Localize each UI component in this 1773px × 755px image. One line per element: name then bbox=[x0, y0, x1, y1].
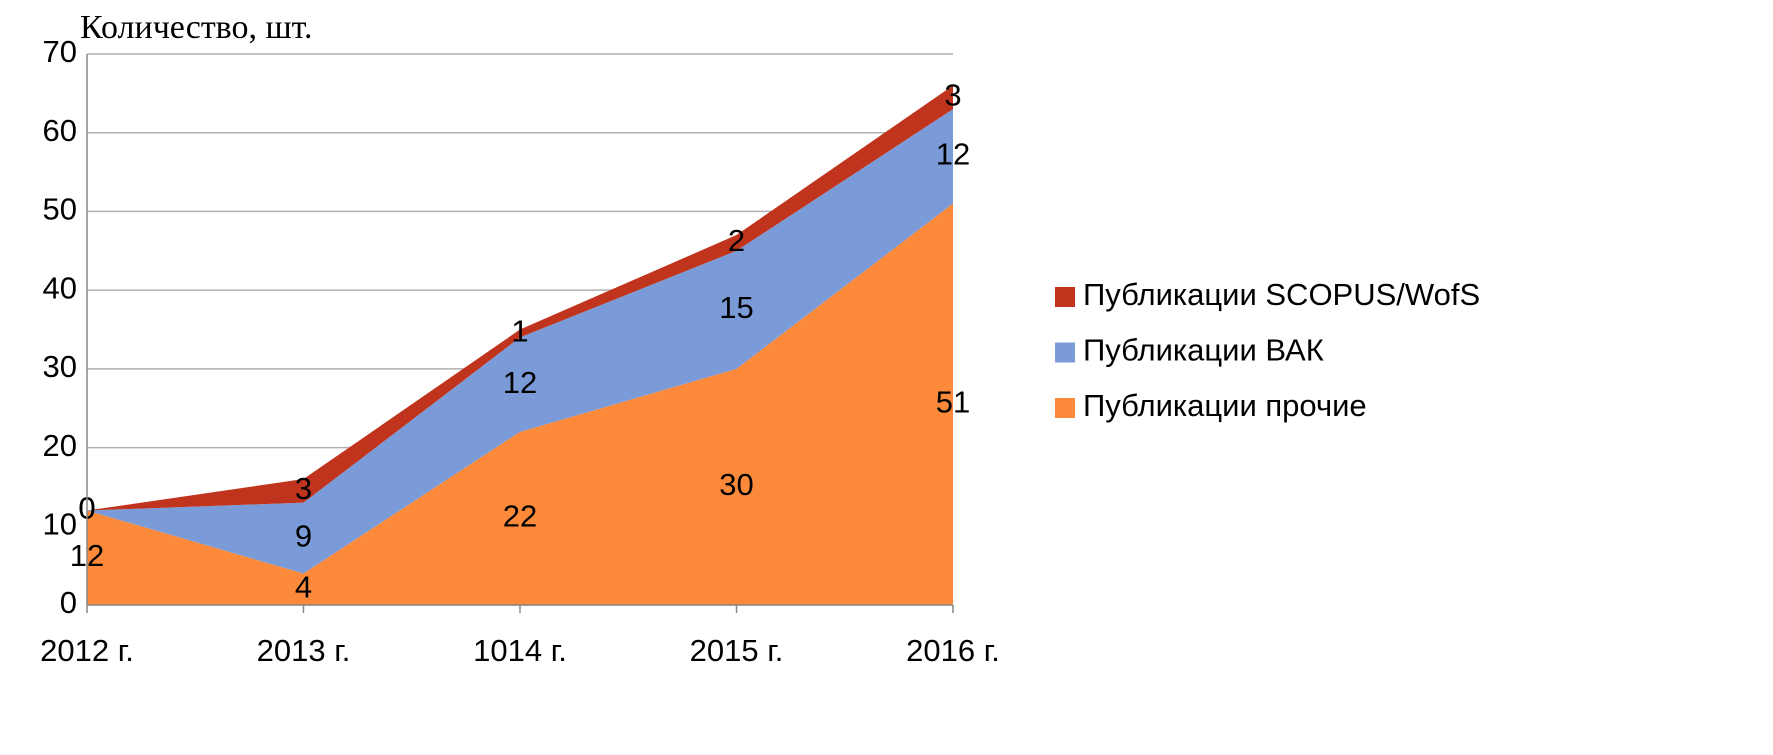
data-label: 15 bbox=[719, 290, 753, 325]
data-label: 12 bbox=[936, 137, 970, 172]
x-tick-label: 2015 г. bbox=[690, 633, 784, 668]
x-tick-label: 2016 г. bbox=[906, 633, 1000, 668]
y-tick-label: 20 bbox=[43, 428, 77, 463]
data-label: 9 bbox=[295, 518, 312, 553]
y-tick-label: 70 bbox=[43, 34, 77, 69]
y-tick-label: 10 bbox=[43, 506, 77, 541]
y-tick-label: 40 bbox=[43, 270, 77, 305]
data-label: 12 bbox=[503, 365, 537, 400]
legend-swatch bbox=[1055, 398, 1075, 418]
legend-label: Публикации ВАК bbox=[1083, 333, 1324, 368]
legend-label: Публикации прочие bbox=[1083, 388, 1367, 423]
data-label: 1 bbox=[511, 314, 528, 349]
y-tick-label: 50 bbox=[43, 192, 77, 227]
data-label: 3 bbox=[295, 471, 312, 506]
legend-swatch bbox=[1055, 342, 1075, 363]
legend-label: Публикации SCOPUS/WofS bbox=[1083, 277, 1480, 312]
y-tick-label: 60 bbox=[43, 113, 77, 148]
data-label: 2 bbox=[728, 223, 745, 258]
y-tick-label: 30 bbox=[43, 349, 77, 384]
data-label: 30 bbox=[719, 467, 753, 502]
x-tick-label: 2013 г. bbox=[257, 633, 351, 668]
y-axis-title: Количество, шт. bbox=[80, 9, 313, 46]
data-label: 22 bbox=[503, 499, 537, 534]
data-label: 51 bbox=[936, 384, 970, 419]
area bbox=[87, 109, 953, 574]
data-label: 3 bbox=[944, 77, 961, 112]
y-tick-label: 0 bbox=[60, 585, 77, 620]
data-label: 4 bbox=[295, 569, 312, 604]
legend-swatch bbox=[1055, 287, 1075, 307]
x-tick-label: 1014 г. bbox=[473, 633, 567, 668]
x-tick-label: 2012 г. bbox=[40, 633, 134, 668]
area bbox=[87, 203, 953, 606]
